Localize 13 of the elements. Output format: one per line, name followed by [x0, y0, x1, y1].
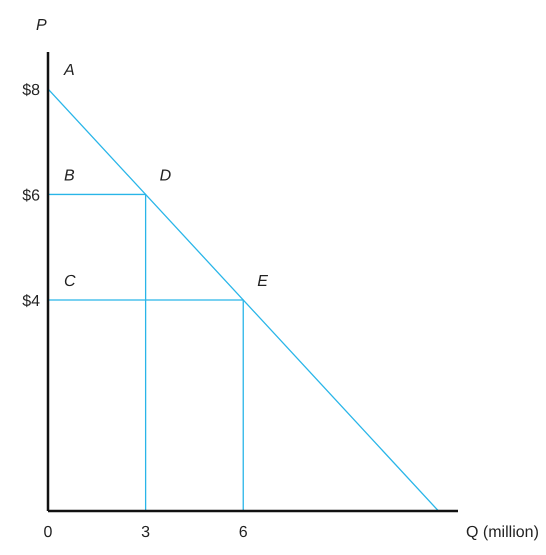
annotation: D — [160, 167, 172, 184]
x-axis-title: Q (million) — [466, 524, 539, 541]
annotation: B — [64, 167, 75, 184]
annotation: A — [63, 62, 75, 79]
y-tick-label: $6 — [22, 187, 40, 204]
y-tick-label: $8 — [22, 82, 40, 99]
x-tick-label: 3 — [141, 524, 150, 541]
x-tick-label: 6 — [238, 524, 248, 541]
y-axis-title: P — [36, 17, 47, 34]
x-tick-label: 0 — [44, 524, 53, 541]
y-tick-label: $4 — [22, 292, 40, 310]
annotation: E — [257, 272, 268, 290]
annotation: C — [64, 272, 76, 290]
